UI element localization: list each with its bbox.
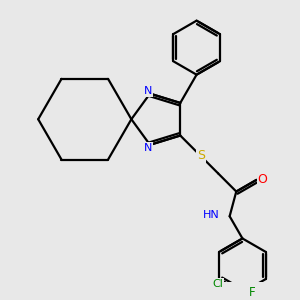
Text: S: S <box>197 149 205 162</box>
Text: Cl: Cl <box>213 279 224 289</box>
Text: O: O <box>258 173 267 186</box>
Text: N: N <box>143 86 152 96</box>
Text: N: N <box>143 142 152 153</box>
Text: HN: HN <box>202 210 219 220</box>
Text: F: F <box>248 286 255 299</box>
